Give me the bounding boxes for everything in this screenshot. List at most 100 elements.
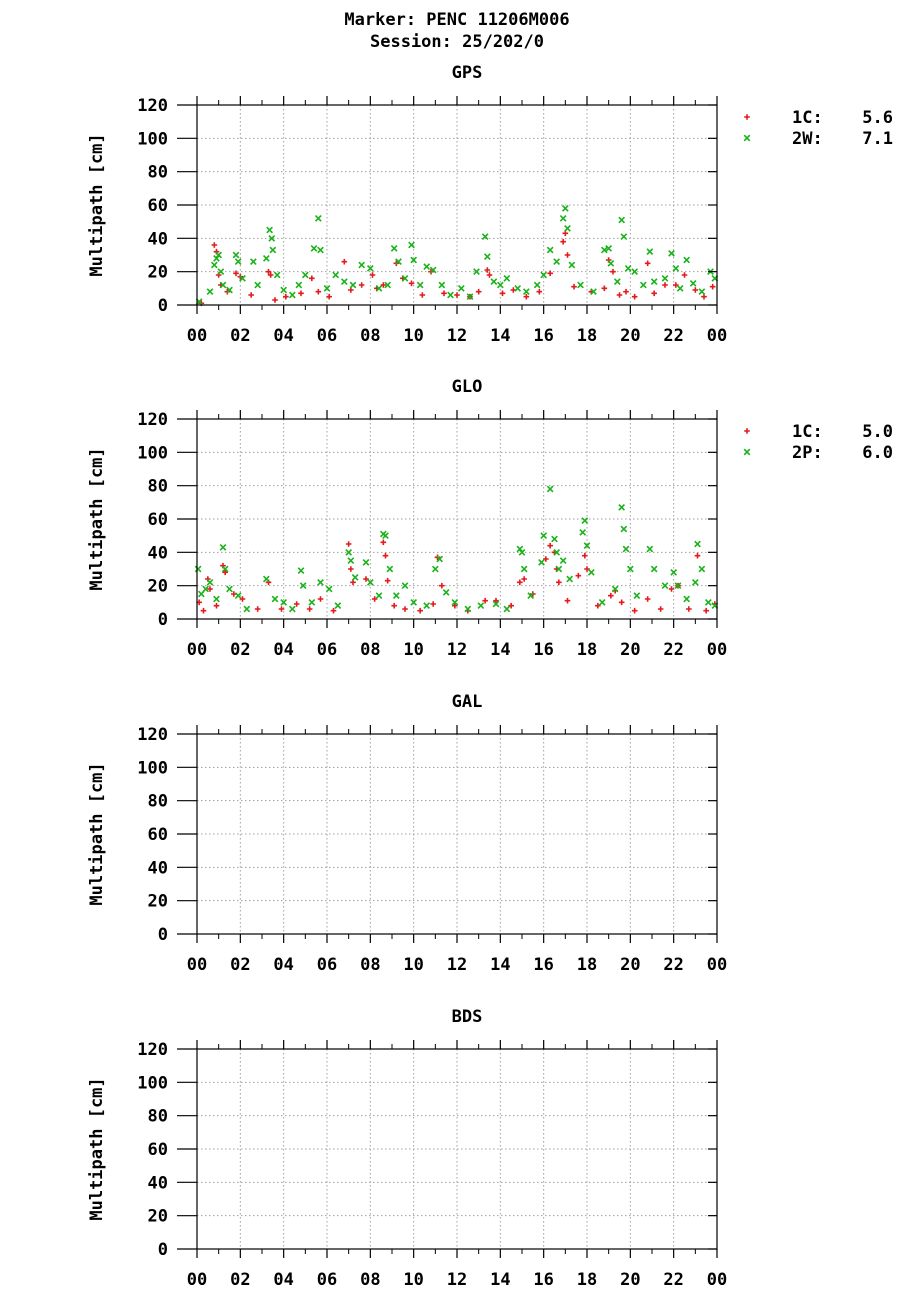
x-tick-label: 08 — [360, 326, 380, 346]
data-point — [219, 281, 227, 289]
data-point — [436, 555, 444, 563]
data-point — [481, 233, 489, 241]
data-point — [704, 598, 712, 606]
data-point — [317, 246, 324, 254]
y-tick-label: 80 — [148, 163, 168, 183]
y-tick-label: 120 — [137, 410, 168, 430]
data-point — [386, 565, 394, 573]
data-point — [633, 592, 641, 600]
x-tick-label: 02 — [230, 326, 250, 346]
data-point — [644, 260, 651, 267]
data-point — [547, 270, 553, 277]
data-point — [268, 234, 276, 242]
data-point — [620, 525, 628, 533]
data-point — [213, 602, 220, 609]
data-point — [559, 557, 567, 565]
data-point — [234, 258, 242, 266]
data-point — [267, 272, 274, 278]
data-point — [340, 278, 348, 286]
series-1 — [194, 485, 719, 613]
data-point — [232, 251, 240, 259]
data-point — [272, 297, 278, 303]
legend-value: 5.0 — [862, 422, 893, 442]
data-point — [423, 263, 431, 271]
data-point — [297, 567, 305, 575]
data-point — [613, 278, 621, 286]
data-point — [523, 293, 530, 300]
data-point — [584, 566, 590, 572]
data-point — [522, 288, 530, 296]
data-point — [323, 284, 331, 292]
data-point — [401, 274, 409, 282]
data-point — [543, 556, 549, 562]
data-point — [601, 285, 608, 292]
data-point — [332, 271, 340, 279]
x-tick-label: 14 — [490, 326, 510, 346]
data-point — [314, 214, 322, 222]
data-point — [269, 246, 277, 254]
x-tick-label: 20 — [620, 326, 640, 346]
y-tick-label: 0 — [158, 925, 168, 945]
data-point — [473, 268, 480, 276]
data-point — [384, 281, 392, 289]
data-point — [618, 216, 626, 224]
data-point — [611, 585, 619, 593]
y-tick-label: 60 — [148, 196, 168, 216]
data-point — [490, 278, 498, 286]
data-point — [401, 582, 409, 590]
data-point — [608, 592, 614, 599]
x-tick-label: 08 — [360, 640, 380, 660]
x-tick-label: 22 — [663, 955, 683, 975]
data-point — [661, 582, 669, 590]
data-point — [366, 264, 374, 272]
data-point — [206, 288, 214, 296]
y-tick-label: 120 — [137, 96, 168, 116]
data-point — [410, 598, 418, 606]
data-point — [536, 288, 543, 295]
y-tick-label: 60 — [148, 1140, 168, 1160]
panel-title: GAL — [452, 692, 483, 712]
data-point — [551, 535, 558, 543]
data-point — [226, 585, 233, 593]
data-point — [662, 282, 668, 288]
data-point — [351, 573, 359, 581]
x-tick-label: 16 — [533, 640, 553, 660]
x-tick-label: 12 — [447, 1270, 467, 1290]
y-tick-label: 120 — [137, 1040, 168, 1060]
legend-label: 1C: — [792, 422, 823, 442]
data-point — [486, 272, 493, 278]
data-point — [514, 284, 522, 292]
data-point — [243, 605, 251, 613]
data-point — [207, 586, 213, 592]
data-point — [607, 259, 615, 267]
data-point — [371, 596, 378, 602]
y-tick-label: 20 — [148, 892, 168, 912]
data-point — [595, 602, 601, 609]
data-point — [564, 252, 571, 258]
y-tick-label: 0 — [158, 1240, 168, 1260]
x-tick-label: 00 — [187, 640, 207, 660]
data-point — [334, 602, 342, 610]
x-tick-label: 22 — [663, 326, 683, 346]
data-point — [533, 281, 541, 289]
data-point — [674, 582, 682, 590]
data-point — [417, 607, 423, 614]
data-point — [213, 254, 220, 262]
data-point — [561, 204, 569, 212]
x-tick-label: 00 — [707, 1270, 727, 1290]
data-point — [363, 576, 369, 582]
data-point — [560, 238, 566, 245]
data-point — [194, 565, 202, 573]
data-point — [211, 242, 218, 248]
x-tick-label: 04 — [273, 640, 293, 660]
data-point — [248, 292, 254, 298]
data-point — [546, 246, 554, 254]
data-point — [668, 586, 675, 592]
data-point — [683, 256, 691, 264]
data-point — [650, 565, 658, 573]
legend-marker — [743, 448, 751, 456]
data-point — [503, 274, 511, 282]
data-point — [293, 601, 300, 607]
